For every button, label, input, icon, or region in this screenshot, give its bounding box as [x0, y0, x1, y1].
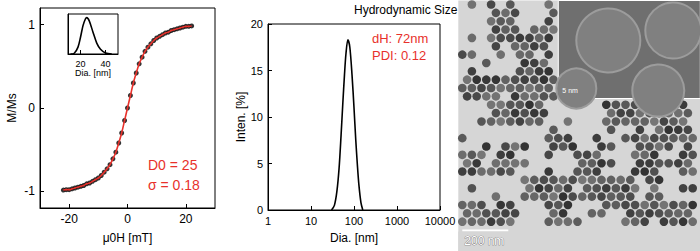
svg-text:-1: -1 [24, 184, 35, 198]
svg-text:0: 0 [124, 212, 131, 226]
svg-text:1: 1 [265, 215, 271, 227]
svg-text:Dia. [nm]: Dia. [nm] [75, 68, 111, 78]
svg-text:dH: 72nm: dH: 72nm [372, 31, 428, 46]
svg-text:D0 = 25: D0 = 25 [148, 157, 198, 173]
svg-text:-20: -20 [60, 212, 78, 226]
svg-text:Hydrodynamic Size (DLS): Hydrodynamic Size (DLS) [354, 3, 492, 17]
svg-text:20: 20 [251, 18, 263, 30]
svg-text:μ0H [mT]: μ0H [mT] [103, 231, 153, 245]
svg-text:200 nm: 200 nm [464, 234, 504, 248]
svg-text:1000: 1000 [385, 215, 409, 227]
svg-text:10000: 10000 [425, 215, 456, 227]
svg-text:0: 0 [257, 204, 263, 216]
svg-text:0: 0 [28, 101, 35, 115]
svg-text:100: 100 [345, 215, 363, 227]
svg-text:σ = 0.18: σ = 0.18 [148, 177, 200, 193]
svg-text:15: 15 [251, 65, 263, 77]
svg-text:M/Ms: M/Ms [5, 93, 19, 122]
svg-text:10: 10 [251, 111, 263, 123]
svg-text:5 nm: 5 nm [562, 87, 578, 94]
svg-text:1: 1 [28, 18, 35, 32]
svg-text:Dia. [nm]: Dia. [nm] [330, 231, 378, 245]
svg-text:20: 20 [179, 212, 193, 226]
svg-text:Inten. [%]: Inten. [%] [234, 92, 248, 143]
svg-text:PDI: 0.12: PDI: 0.12 [372, 48, 426, 63]
svg-text:20: 20 [75, 59, 85, 69]
svg-text:10: 10 [305, 215, 317, 227]
svg-text:40: 40 [100, 59, 110, 69]
svg-text:5: 5 [257, 158, 263, 170]
